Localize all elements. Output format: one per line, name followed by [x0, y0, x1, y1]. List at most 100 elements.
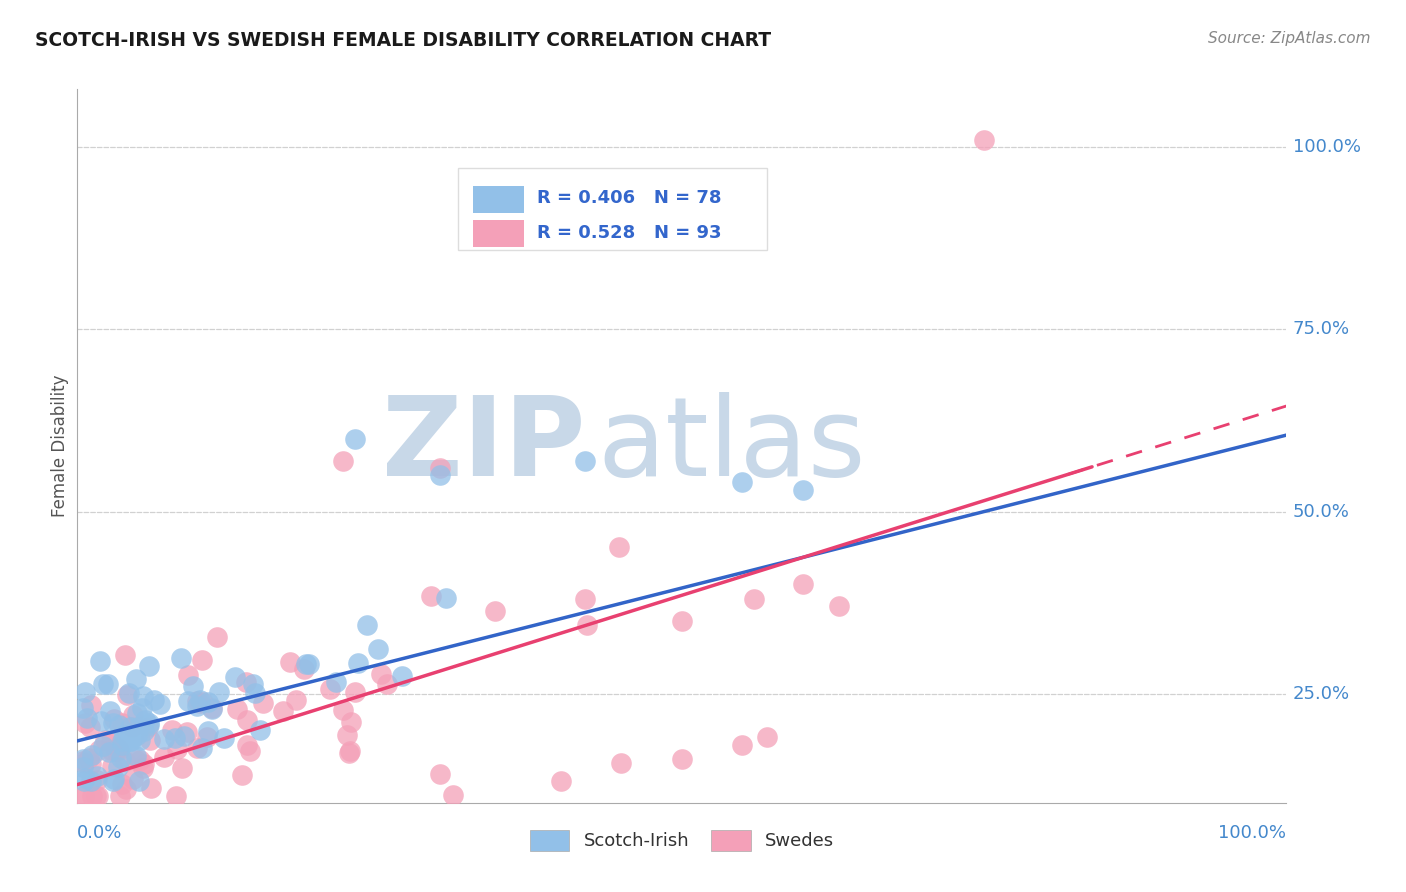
- Point: [89, 654, 111, 668]
- Point: [160, 723, 183, 738]
- Point: [77, 751, 100, 765]
- Point: [72, 755, 94, 769]
- Point: [105, 744, 128, 758]
- Text: SCOTCH-IRISH VS SWEDISH FEMALE DISABILITY CORRELATION CHART: SCOTCH-IRISH VS SWEDISH FEMALE DISABILIT…: [35, 31, 772, 50]
- Point: [108, 789, 131, 803]
- Point: [91, 677, 114, 691]
- Point: [100, 733, 122, 747]
- Point: [344, 432, 367, 446]
- Point: [122, 772, 145, 787]
- Point: [249, 723, 271, 737]
- Point: [177, 694, 200, 708]
- Point: [186, 699, 208, 714]
- Point: [131, 701, 153, 715]
- Text: 100.0%: 100.0%: [1292, 138, 1361, 156]
- Point: [195, 730, 218, 744]
- Point: [186, 741, 208, 756]
- Point: [120, 720, 142, 734]
- Point: [236, 738, 259, 752]
- Point: [245, 686, 267, 700]
- Text: 25.0%: 25.0%: [1292, 684, 1350, 703]
- Point: [190, 741, 212, 756]
- Point: [82, 789, 104, 803]
- Point: [153, 749, 176, 764]
- Text: atlas: atlas: [598, 392, 866, 500]
- Point: [118, 733, 141, 747]
- Point: [124, 673, 146, 687]
- Point: [138, 658, 160, 673]
- Point: [370, 666, 392, 681]
- Point: [143, 692, 166, 706]
- Point: [101, 715, 124, 730]
- Text: ZIP: ZIP: [382, 392, 585, 500]
- Point: [336, 728, 359, 742]
- Point: [163, 731, 186, 745]
- Point: [72, 760, 94, 774]
- Point: [188, 697, 211, 711]
- Point: [86, 789, 108, 803]
- Point: [176, 668, 198, 682]
- Point: [441, 789, 464, 803]
- Point: [139, 732, 162, 747]
- Point: [134, 723, 156, 738]
- Point: [610, 756, 633, 770]
- Point: [125, 728, 148, 742]
- Point: [114, 648, 136, 662]
- Point: [429, 468, 451, 483]
- Point: [731, 475, 754, 490]
- Point: [436, 591, 458, 606]
- Point: [111, 738, 134, 752]
- Point: [235, 674, 257, 689]
- Point: [110, 751, 132, 765]
- Text: 75.0%: 75.0%: [1292, 320, 1350, 338]
- Point: [205, 630, 228, 644]
- Point: [73, 756, 96, 771]
- Point: [73, 771, 96, 785]
- Point: [138, 720, 160, 734]
- Point: [72, 752, 94, 766]
- Point: [86, 769, 108, 783]
- Point: [607, 540, 630, 554]
- Text: R = 0.406   N = 78: R = 0.406 N = 78: [537, 189, 721, 207]
- Point: [103, 712, 125, 726]
- Point: [76, 711, 98, 725]
- Point: [239, 744, 262, 758]
- Point: [97, 677, 120, 691]
- Point: [278, 655, 301, 669]
- Point: [103, 772, 125, 786]
- Point: [429, 460, 451, 475]
- Point: [191, 695, 214, 709]
- Point: [129, 733, 152, 747]
- Point: [111, 733, 134, 747]
- Point: [124, 749, 146, 764]
- Point: [212, 731, 235, 746]
- Point: [100, 743, 122, 757]
- Point: [114, 754, 136, 768]
- Point: [134, 714, 156, 728]
- Point: [73, 774, 96, 789]
- Point: [574, 453, 596, 467]
- Point: [356, 618, 378, 632]
- Point: [325, 674, 347, 689]
- Point: [80, 757, 103, 772]
- Point: [107, 760, 129, 774]
- Point: [80, 774, 103, 789]
- Point: [252, 696, 274, 710]
- Point: [73, 685, 96, 699]
- Point: [347, 656, 370, 670]
- Point: [744, 591, 766, 606]
- Point: [170, 651, 193, 665]
- Point: [111, 715, 134, 730]
- Point: [111, 776, 134, 790]
- Point: [128, 774, 150, 789]
- Point: [271, 704, 294, 718]
- Point: [122, 707, 145, 722]
- Point: [114, 782, 136, 797]
- Point: [337, 746, 360, 760]
- Point: [132, 761, 155, 775]
- Point: [89, 743, 111, 757]
- Point: [131, 689, 153, 703]
- Point: [391, 669, 413, 683]
- Point: [419, 589, 441, 603]
- Point: [172, 761, 194, 775]
